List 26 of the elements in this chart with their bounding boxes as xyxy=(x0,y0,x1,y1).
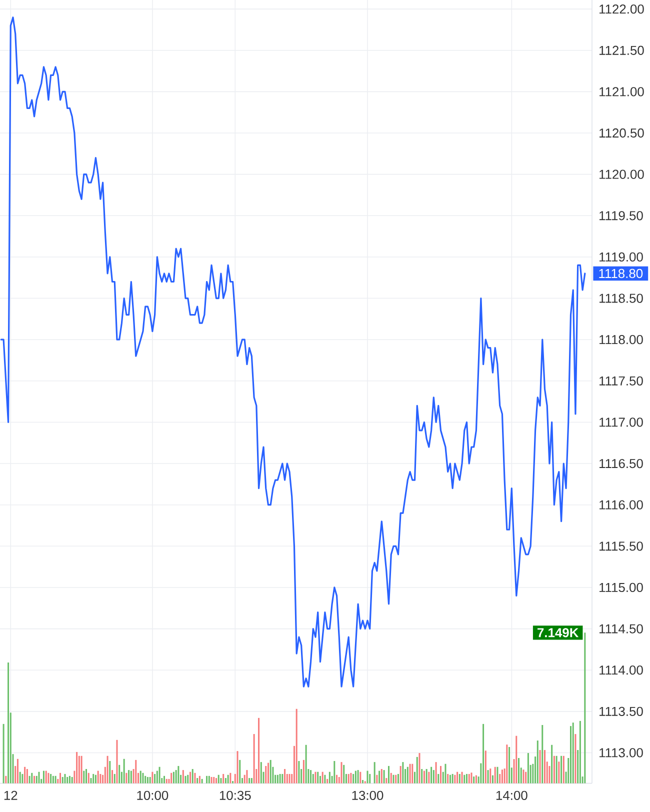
y-tick-label: 1117.50 xyxy=(600,376,643,386)
y-tick-label: 1115.00 xyxy=(600,582,643,592)
y-tick-label: 1121.50 xyxy=(600,46,644,55)
y-tick-label: 1116.50 xyxy=(600,458,643,468)
y-tick-label: 1118.50 xyxy=(600,294,643,303)
annotation: 7.149K xyxy=(538,628,579,638)
y-tick-label: 1113.00 xyxy=(600,748,643,758)
y-tick-label: 1119.00 xyxy=(600,252,643,262)
y-tick-label: 1118.00 xyxy=(600,335,643,344)
y-tick-label: 1117.00 xyxy=(600,418,643,427)
text: 1118.80 xyxy=(599,268,643,278)
y-tick-label: 1115.50 xyxy=(600,542,643,551)
y-tick-label: 1122.00 xyxy=(600,4,644,14)
y-tick-label: 1120.50 xyxy=(600,128,644,138)
x-tick-label: 13:00 xyxy=(352,790,384,800)
y-tick-label: 1114.50 xyxy=(600,624,643,634)
y-tick-label: 1119.50 xyxy=(600,211,643,220)
y-tick-label: 1120.00 xyxy=(600,170,644,179)
x-tick-label: 10:00 xyxy=(137,790,168,800)
y-tick-label: 1114.00 xyxy=(600,666,643,675)
x-tick-label: 14:00 xyxy=(496,790,528,800)
y-tick-label: 1116.00 xyxy=(600,500,643,510)
x-tick-label: 12 xyxy=(4,790,18,800)
y-tick-label: 1121.00 xyxy=(600,87,644,96)
y-tick-label: 1113.50 xyxy=(600,706,643,716)
x-tick-label: 10:35 xyxy=(220,790,251,800)
